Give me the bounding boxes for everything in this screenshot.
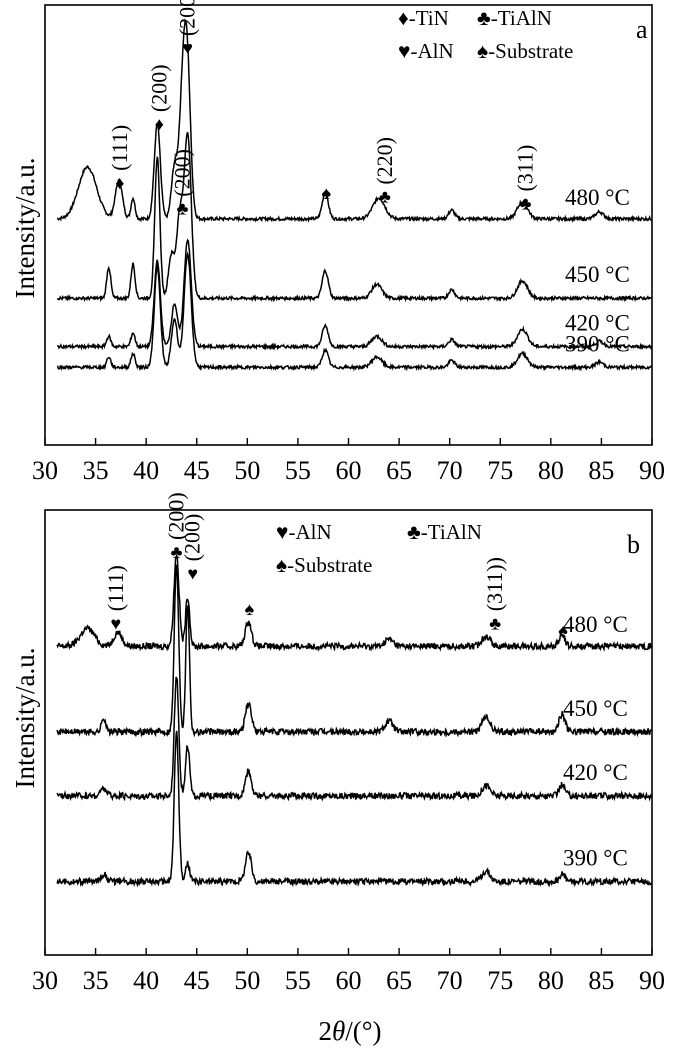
x-tick-label: 55 (285, 966, 311, 995)
series-line (56, 18, 652, 224)
peak-index-label: (111) (107, 125, 132, 171)
x-tick-label: 60 (336, 966, 362, 995)
peak-index-label: (311) (513, 145, 538, 192)
series-label: 450 °C (565, 262, 630, 287)
series-label: 420 °C (565, 311, 630, 336)
peak-marker: ♥ (182, 38, 193, 58)
series-label: 390 °C (563, 845, 628, 870)
legend-entry: ♠-Substrate (276, 553, 372, 577)
peak-marker: ♠ (245, 599, 255, 619)
x-tick-label: 85 (588, 456, 614, 485)
x-tick-label: 80 (538, 456, 564, 485)
peak-index-label: (200) (175, 0, 200, 36)
y-axis-label-b: Intensity/a.u. (10, 648, 40, 789)
x-tick-label: 90 (639, 456, 665, 485)
peak-marker: ♠ (558, 620, 568, 640)
x-tick-label: 70 (437, 456, 463, 485)
series-line (56, 131, 652, 303)
series-label: 390 °C (565, 331, 630, 356)
peak-marker: ♦ (115, 173, 124, 193)
x-tick-label: 35 (83, 966, 109, 995)
legend-entry: ♣-TiAlN (407, 520, 482, 544)
x-tick-label: 60 (336, 456, 362, 485)
series-line (56, 676, 653, 802)
x-tick-label: 50 (234, 456, 260, 485)
peak-marker: ♣ (489, 613, 501, 633)
legend-entry: ♠-Substrate (477, 39, 573, 63)
x-axis-label-theta: θ (332, 1016, 345, 1046)
legend-entry: ♥-AlN (398, 39, 454, 63)
series-label: 450 °C (563, 696, 628, 721)
x-tick-label: 90 (639, 966, 665, 995)
x-tick-label: 75 (487, 966, 513, 995)
series-line (56, 553, 653, 653)
peak-index-label: (200) (164, 492, 189, 540)
peak-index-label: (220) (372, 137, 397, 185)
series-line (56, 251, 653, 372)
peak-index-label: (111) (103, 565, 128, 611)
peak-marker: ♥ (187, 563, 198, 583)
peak-marker: ♦ (155, 114, 164, 134)
series-line (56, 562, 652, 738)
peak-index-label: (200) (180, 514, 205, 562)
series-label: 480 °C (565, 185, 630, 210)
x-tick-label: 45 (184, 456, 210, 485)
peak-marker: ♣ (171, 542, 183, 562)
series-line (56, 730, 653, 888)
legend-entry: ♣-TiAlN (477, 6, 552, 30)
x-tick-label: 65 (386, 966, 412, 995)
peak-index-label: (200) (146, 64, 171, 112)
panel-a: 30 35 40 45 50 55 60 65 70 75 80 85 90 480 °C 450 °C 42… (32, 0, 665, 485)
x-tick-label: 85 (588, 966, 614, 995)
series-label: 420 °C (563, 760, 628, 785)
x-tick-label: 55 (285, 456, 311, 485)
panel-letter: b (627, 530, 640, 559)
x-tick-label: 45 (184, 966, 210, 995)
peak-index-label: (311)) (482, 557, 507, 611)
x-tick-label: 70 (437, 966, 463, 995)
x-tick-label: 35 (83, 456, 109, 485)
series-line (57, 238, 653, 351)
x-axis-label: 2θ/(°) (318, 1016, 381, 1046)
x-tick-label: 40 (133, 966, 159, 995)
peak-marker: ♣ (379, 187, 391, 207)
x-axis-label-prefix: 2 (318, 1016, 332, 1046)
x-tick-label: 80 (538, 966, 564, 995)
plot-frame (44, 4, 653, 446)
x-tick-label: 30 (32, 966, 58, 995)
series-label: 480 °C (563, 612, 628, 637)
legend-entry: ♦-TiN (398, 6, 449, 30)
panel-b: 30 35 40 45 50 55 60 65 70 75 80 85 90 480 °C 450 °C 42… (32, 492, 665, 995)
x-tick-label: 75 (487, 456, 513, 485)
legend-entry: ♥-AlN (276, 520, 332, 544)
x-axis-label-unit: /(°) (345, 1016, 381, 1046)
peak-marker: ♥ (110, 613, 121, 633)
peak-marker: ♠ (321, 183, 331, 203)
panel-letter: a (636, 15, 648, 44)
x-tick-label: 40 (133, 456, 159, 485)
peak-marker: ♣ (520, 194, 532, 214)
x-tick-label: 30 (32, 456, 58, 485)
x-tick-label: 50 (234, 966, 260, 995)
peak-marker: ♣ (177, 199, 189, 219)
peak-index-label: (200) (170, 149, 195, 197)
x-tick-label: 65 (386, 456, 412, 485)
y-axis-label-a: Intensity/a.u. (10, 158, 40, 299)
